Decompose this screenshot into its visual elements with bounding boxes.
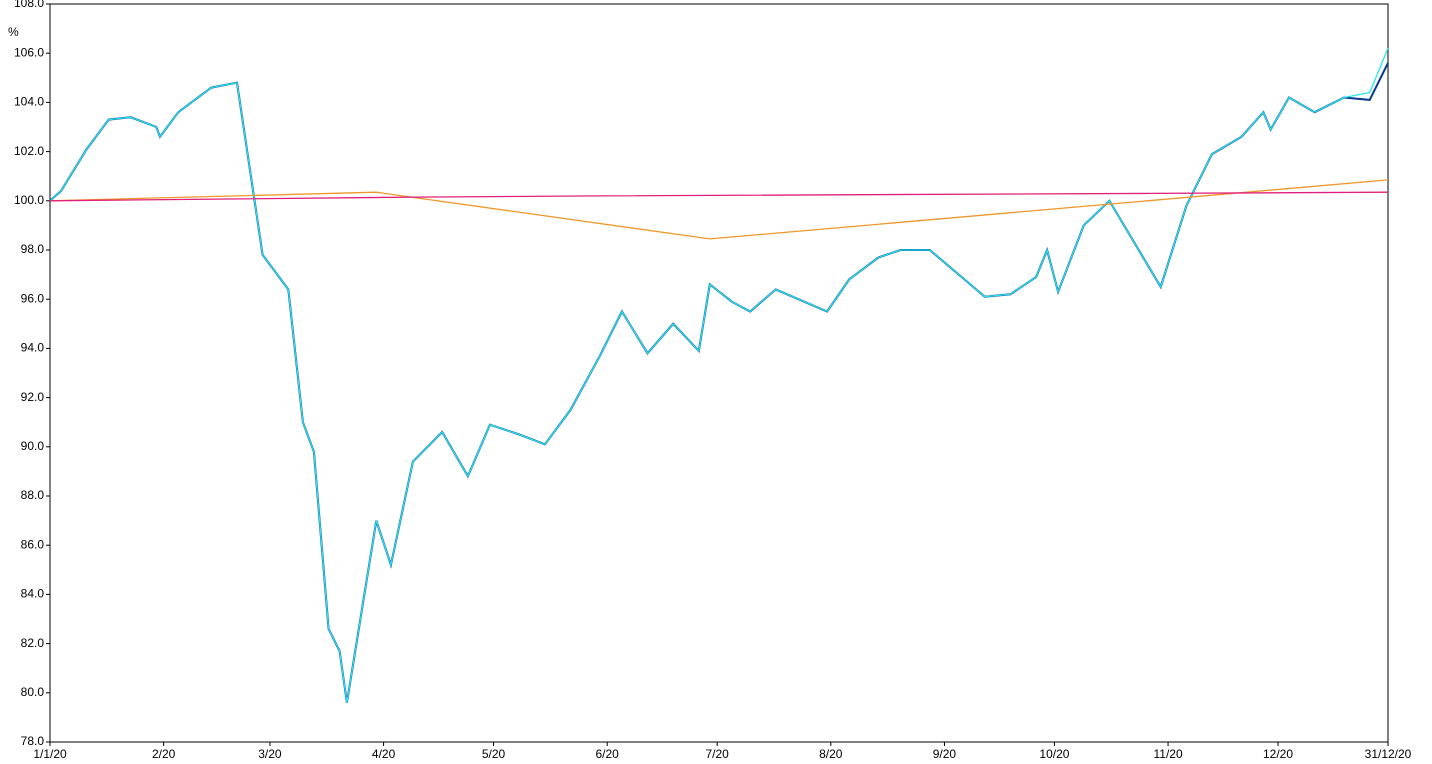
x-tick-label: 2/20 <box>152 747 176 761</box>
series-line <box>49 191 1389 202</box>
y-tick-label: 96.0 <box>21 291 45 305</box>
x-tick-label: 1/1/20 <box>33 747 67 761</box>
y-tick-label: 94.0 <box>21 341 45 355</box>
y-tick-label: 108.0 <box>14 0 44 10</box>
x-tick-label: 8/20 <box>819 747 843 761</box>
plot-frame <box>49 3 1389 743</box>
y-tick-label: 98.0 <box>21 242 45 256</box>
y-tick-label: 78.0 <box>21 734 45 748</box>
x-tick-label: 9/20 <box>933 747 957 761</box>
y-tick-label: 82.0 <box>21 636 45 650</box>
x-tick-label: 31/12/20 <box>1365 747 1412 761</box>
x-tick-label: 11/20 <box>1153 747 1182 761</box>
y-tick-label: 88.0 <box>21 488 45 502</box>
y-tick-label: 80.0 <box>21 685 45 699</box>
y-tick-label: 100.0 <box>14 193 44 207</box>
x-tick-label: 10/20 <box>1039 747 1069 761</box>
series-line <box>49 179 1389 240</box>
y-tick-label: 92.0 <box>21 390 45 404</box>
x-tick-label: 12/20 <box>1263 747 1293 761</box>
series-line <box>49 62 1389 703</box>
y-tick-label: 106.0 <box>14 45 44 59</box>
y-tick-label: 104.0 <box>14 95 44 109</box>
y-unit: % <box>8 25 19 39</box>
x-tick-label: 5/20 <box>482 747 506 761</box>
y-tick-label: 90.0 <box>21 439 45 453</box>
y-tick-label: 86.0 <box>21 537 45 551</box>
x-tick-label: 7/20 <box>705 747 729 761</box>
x-tick-label: 4/20 <box>372 747 396 761</box>
y-tick-label: 102.0 <box>14 144 44 158</box>
x-tick-label: 3/20 <box>258 747 282 761</box>
series-line <box>49 48 1389 703</box>
y-tick-label: 84.0 <box>21 587 45 601</box>
x-tick-label: 6/20 <box>596 747 620 761</box>
